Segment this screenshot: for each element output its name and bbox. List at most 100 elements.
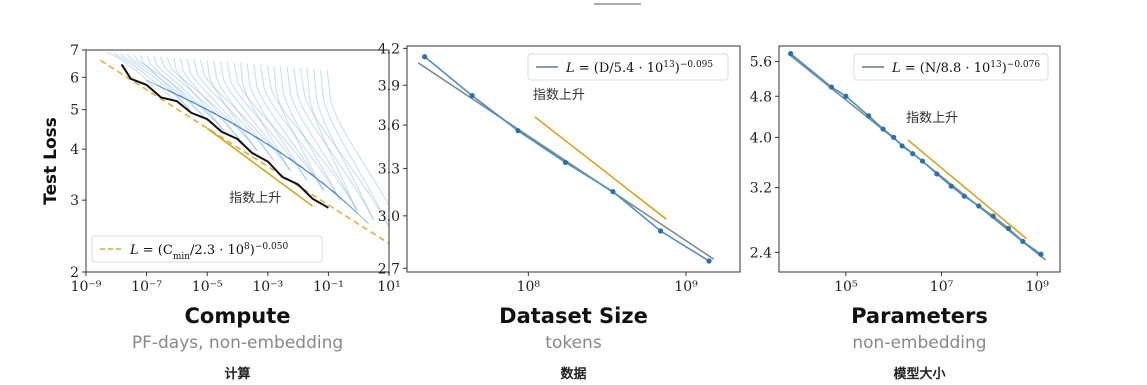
legend-label: L = (D/5.4 · 1013)−0.095 [565, 60, 713, 76]
plot-frame [406, 45, 741, 273]
trend-arrow [907, 139, 1028, 240]
x-tick-label: 10⁻⁵ [192, 279, 223, 295]
data-point [1020, 238, 1026, 245]
fit-line [99, 59, 389, 245]
legend-part: /2.3 · 10 [190, 243, 244, 258]
data-point [610, 188, 616, 195]
legend-part: 13 [990, 60, 1002, 70]
learning-curve [273, 65, 323, 190]
y-tick-label: 3.3 [378, 161, 400, 177]
panel-subtitle: tokens [545, 333, 602, 353]
legend-box [853, 53, 1049, 81]
data-point [934, 171, 940, 177]
x-tick-label: 10¹ [377, 279, 400, 295]
panel-caption-cn: 模型大小 [893, 366, 945, 382]
data-point [562, 159, 569, 166]
learning-curve [206, 60, 257, 150]
y-axis-label: Test Loss [41, 117, 61, 205]
panel-subtitle: PF-days, non-embedding [132, 333, 343, 353]
data-point [469, 92, 475, 99]
panel-title: Dataset Size [499, 304, 648, 328]
data-point [910, 151, 916, 157]
learning-curve [293, 67, 375, 221]
learning-curve [213, 60, 274, 161]
data-point [828, 84, 835, 90]
legend: L = (N/8.8 · 1013)−0.076 [853, 53, 1049, 81]
y-tick-label: 4 [70, 142, 79, 158]
legend-part: = (N/8.8 · 10 [901, 61, 991, 76]
y-tick-label: 6 [70, 70, 79, 86]
trend-label: 指数上升 [229, 191, 281, 206]
learning-curve [306, 68, 357, 210]
data-point [843, 93, 849, 99]
legend: L = (D/5.4 · 1013)−0.095 [527, 53, 729, 81]
y-tick-label: 4.8 [750, 89, 772, 105]
y-tick-label: 3.9 [378, 78, 400, 94]
learning-curve [320, 69, 389, 229]
legend-label: L = (Cmin/2.3 · 108)−0.050 [129, 242, 288, 262]
x-tick-label: 10⁵ [834, 279, 858, 295]
data-point [422, 54, 428, 60]
x-tick-label: 10⁻¹ [313, 279, 344, 295]
learning-curve [286, 66, 358, 211]
plot-frame [85, 49, 390, 273]
y-tick-label: 2.4 [750, 245, 772, 261]
x-tick-label: 10⁻⁹ [71, 279, 102, 295]
plot-area [788, 51, 1047, 261]
learning-curve [180, 58, 241, 141]
legend-part: ) [1002, 61, 1007, 76]
learning-curve [146, 55, 207, 121]
learning-curve [220, 61, 291, 171]
panel-title: Parameters [851, 304, 988, 328]
y-tick-label: 4.0 [750, 130, 772, 146]
learning-curve [133, 54, 226, 132]
legend-label: L = (N/8.8 · 1013)−0.076 [891, 60, 1040, 76]
panel-subtitle: non-embedding [852, 333, 986, 353]
plot-area [417, 54, 715, 264]
trend-arrow [534, 116, 667, 220]
data-line [790, 52, 1042, 255]
learning-curve [160, 56, 242, 142]
panel-2: 指数上升 2.7 3.0 3.3 3.6 3.9 4.2 10⁸ 10⁹ L = (D/5.4 ·… [378, 41, 741, 382]
legend-part: = (D/5.4 · 10 [575, 61, 664, 76]
y-tick-label: 4.2 [378, 41, 400, 57]
x-tick-label: 10⁹ [674, 279, 698, 295]
legend-part: −0.095 [680, 60, 714, 70]
legend-part: L [129, 243, 139, 258]
data-point [899, 143, 905, 149]
legend-part: = (C [139, 243, 173, 258]
panel-caption-cn: 数据 [560, 366, 586, 382]
learning-curve [193, 59, 275, 162]
legend-box [91, 235, 323, 263]
learning-curve-dark [331, 189, 369, 224]
legend-part: 13 [663, 60, 675, 70]
y-tick-label: 3 [70, 193, 79, 209]
y-tick-label: 3.0 [378, 209, 400, 225]
learning-curve [166, 57, 259, 152]
x-tick-label: 10⁷ [930, 279, 954, 295]
learning-curve [120, 53, 191, 111]
legend: L = (Cmin/2.3 · 108)−0.050 [91, 235, 323, 263]
y-tick-label: 2.7 [378, 261, 400, 277]
legend-part: min [173, 252, 190, 262]
data-point [961, 193, 967, 199]
legend-part: −0.050 [255, 242, 289, 252]
plot-frame [778, 45, 1061, 273]
data-point [866, 113, 872, 119]
x-tick-label: 10⁹ [1025, 279, 1049, 295]
legend-box [527, 53, 729, 81]
trend-label: 指数上升 [533, 88, 585, 103]
data-point [1038, 251, 1044, 257]
data-point [891, 134, 897, 140]
learning-curve [200, 59, 292, 172]
loss-frontier [120, 63, 329, 209]
learning-curve [113, 52, 174, 100]
trend-arrow [206, 127, 314, 207]
learning-curve [173, 57, 223, 130]
panel-caption-cn: 计算 [224, 366, 250, 382]
panel-1: 指数上升 2 3 4 5 6 7 10⁻⁹ 10⁻⁷ 10⁻⁵ 10⁻³ 10⁻¹ 10¹ Test Lo… [41, 43, 401, 382]
x-tick-label: 10⁻⁷ [131, 279, 162, 295]
x-tick-label: 10⁸ [517, 279, 541, 295]
